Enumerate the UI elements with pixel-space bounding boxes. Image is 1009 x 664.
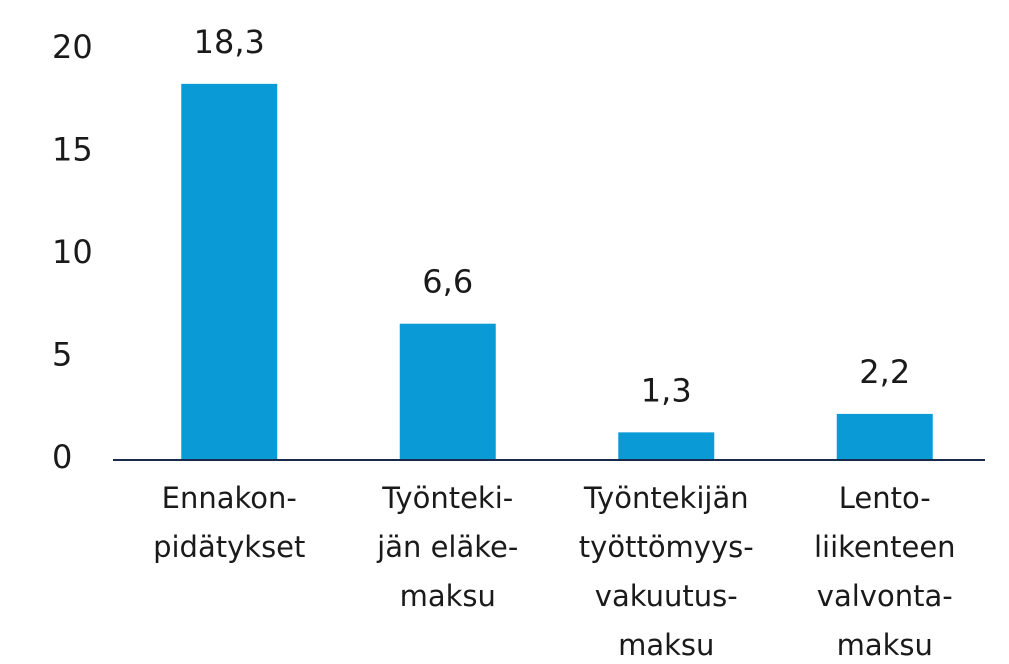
value-label: 18,3: [194, 23, 265, 61]
value-label: 6,6: [422, 263, 473, 301]
value-label: 1,3: [641, 371, 692, 409]
x-tick-label: maksu: [400, 579, 496, 613]
x-tick-label: pidätykset: [153, 530, 305, 564]
x-tick-label: Lento-: [839, 481, 931, 515]
bar: [399, 323, 496, 459]
value-label: 2,2: [859, 353, 910, 391]
bar: [836, 413, 933, 459]
y-tick-label: 10: [52, 233, 93, 271]
x-tick-label: Työntekijän: [583, 481, 749, 515]
y-tick-label: 15: [52, 131, 93, 169]
y-tick-label: 5: [52, 336, 72, 374]
x-tick-label: valvonta-: [817, 579, 953, 613]
y-tick-label: 0: [52, 438, 72, 476]
bar: [618, 432, 715, 459]
x-tick-label: työttömyys-: [579, 530, 754, 564]
x-tick-label: Ennakon-: [162, 481, 297, 515]
x-tick-label: jän eläke-: [376, 530, 518, 564]
bar: [181, 83, 278, 459]
x-tick-label: maksu: [837, 628, 933, 662]
x-tick-label: vakuutus-: [595, 579, 738, 613]
x-tick-label: liikenteen: [814, 530, 956, 564]
x-tick-label: maksu: [618, 628, 714, 662]
x-tick-label: Työnteki-: [381, 481, 513, 515]
y-tick-label: 20: [52, 28, 93, 66]
